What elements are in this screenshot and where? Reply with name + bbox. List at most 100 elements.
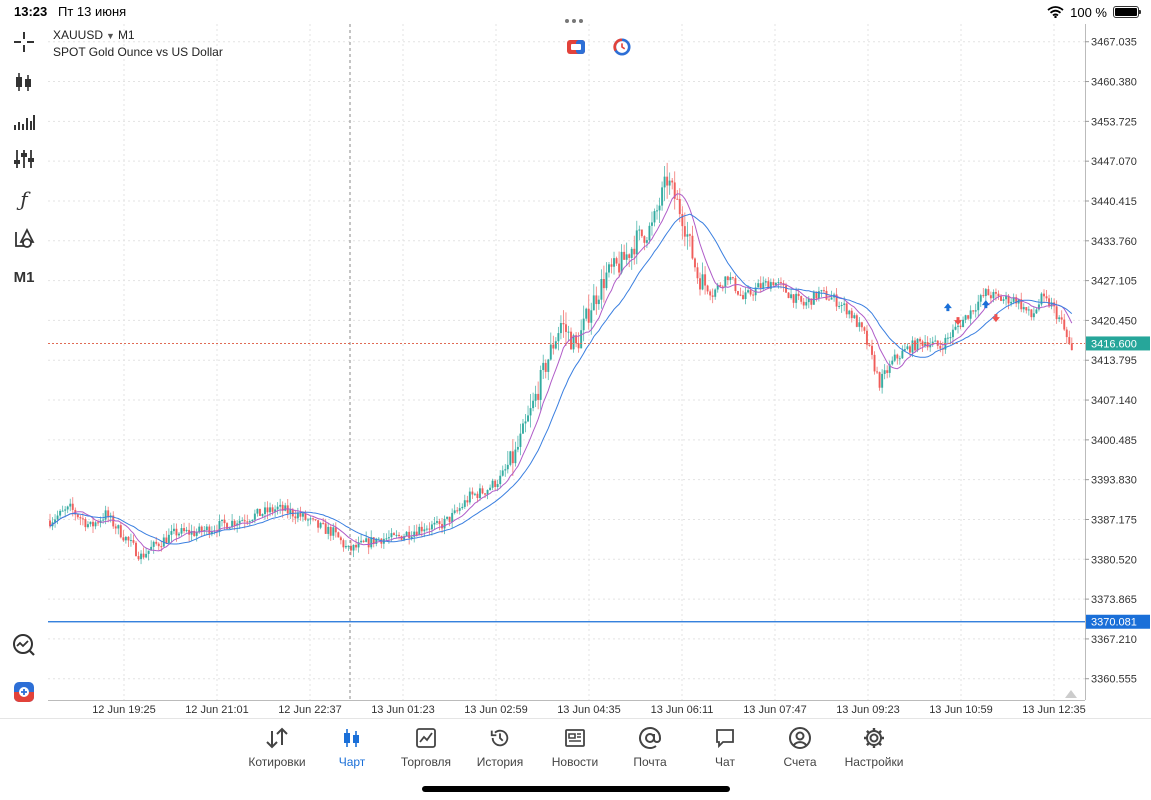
candle-body [59, 510, 62, 516]
timeframe-button[interactable]: M1 [8, 261, 40, 293]
candle-body [638, 229, 641, 231]
candle-body [610, 264, 613, 267]
candle-body [360, 540, 363, 543]
candle-body [1022, 307, 1025, 310]
candle-body [1070, 343, 1073, 351]
chart-area[interactable]: 3467.035 3460.380 3453.725 3447.070 3440.415… [48, 24, 1151, 718]
trade-chart-tool[interactable] [8, 629, 40, 661]
newspaper-icon [565, 729, 585, 747]
one-click-trading-icon[interactable] [566, 38, 586, 56]
tab-label: Новости [551, 755, 599, 769]
tab-chart[interactable]: Чарт [314, 725, 390, 773]
objects-tool[interactable] [8, 222, 40, 254]
candle-body [1002, 299, 1005, 301]
candle-body [208, 526, 211, 535]
candle-body [562, 323, 565, 325]
chat-bubble-icon [716, 729, 734, 749]
quotes-arrows-icon [266, 727, 288, 749]
crosshair-tool[interactable] [8, 26, 40, 58]
candle-body [496, 484, 499, 487]
candle-body [1000, 296, 1003, 301]
candle-body [410, 536, 413, 539]
candle-body [865, 330, 868, 345]
candle-body [324, 523, 327, 534]
tab-label: Настройки [844, 755, 904, 769]
candle-body [104, 510, 107, 520]
candle-body [1027, 309, 1030, 311]
candle-body [193, 530, 196, 536]
candle-body [468, 491, 471, 503]
function-tool[interactable]: ƒ [8, 183, 40, 215]
candle-body [301, 513, 304, 517]
candle-body [1043, 293, 1046, 297]
candle-body [511, 451, 514, 464]
indicators-tool[interactable] [8, 143, 40, 175]
candle-body [332, 527, 335, 536]
price-level-badge[interactable] [1086, 614, 1150, 629]
app-logo-button[interactable] [8, 676, 40, 708]
candle-body [226, 523, 229, 529]
candle-body [790, 294, 793, 299]
candle-body [124, 536, 127, 541]
candle-body [172, 528, 175, 532]
candle-body [375, 538, 378, 544]
candle-body [403, 536, 406, 540]
candle-body [509, 451, 512, 465]
candle-body [170, 531, 173, 535]
candle-body [873, 354, 876, 372]
price-chart[interactable]: 3467.035 3460.380 3453.725 3447.070 3440.415… [48, 24, 1151, 718]
candle-body [572, 335, 575, 350]
candle-body [167, 534, 170, 543]
timeframe-label: M1 [13, 268, 35, 286]
candle-body [759, 283, 762, 289]
candle-body [66, 506, 69, 510]
candle-body [863, 327, 866, 331]
candle-body [218, 520, 221, 532]
candle-body [188, 529, 191, 535]
y-tick-label: 3433.760 [1091, 236, 1137, 248]
function-icon: ƒ [20, 187, 28, 211]
candle-body [269, 507, 272, 513]
candle-body [911, 340, 914, 353]
candle-body [362, 540, 365, 542]
y-tick-label: 3387.175 [1091, 514, 1137, 526]
scroll-to-end-icon[interactable] [1065, 690, 1077, 698]
signal-indicator-icon[interactable] [612, 38, 632, 56]
candle-body [835, 294, 838, 307]
candle-body [891, 360, 894, 365]
candle-body [1048, 298, 1051, 307]
candle-body [198, 526, 201, 533]
chart-type-tool[interactable] [8, 66, 40, 98]
y-tick-label: 3380.520 [1091, 554, 1137, 566]
candle-body [200, 526, 203, 532]
candle-body [385, 538, 388, 540]
candle-body [878, 372, 881, 388]
candle-body [628, 254, 631, 258]
tab-accounts[interactable]: Счета [762, 725, 838, 773]
symbol-dropdown-icon[interactable]: ▼ [106, 31, 115, 41]
buy-signal-arrow [981, 300, 990, 309]
candle-body [994, 292, 997, 294]
volumes-tool[interactable] [8, 105, 40, 137]
tab-trade[interactable]: Торговля [388, 725, 464, 773]
candle-body [491, 480, 494, 488]
candle-body [398, 534, 401, 536]
candle-body [706, 285, 709, 292]
candle-body [372, 537, 375, 544]
tab-chat[interactable]: Чат [687, 725, 763, 773]
candle-body [327, 526, 330, 534]
tab-settings[interactable]: Настройки [836, 725, 912, 773]
multitasking-dots-icon[interactable] [565, 10, 587, 23]
candle-body [1007, 295, 1010, 304]
candle-body [575, 335, 578, 344]
candle-body [142, 553, 145, 558]
y-tick-label: 3367.210 [1091, 634, 1137, 646]
tab-history[interactable]: История [462, 725, 538, 773]
y-tick-label: 3373.865 [1091, 594, 1137, 606]
candle-body [370, 537, 373, 548]
tab-mail[interactable]: Почта [612, 725, 688, 773]
symbol-name[interactable]: XAUUSD [53, 28, 104, 42]
tab-quotes[interactable]: Котировки [239, 725, 315, 773]
candle-body [984, 289, 987, 297]
tab-news[interactable]: Новости [537, 725, 613, 773]
